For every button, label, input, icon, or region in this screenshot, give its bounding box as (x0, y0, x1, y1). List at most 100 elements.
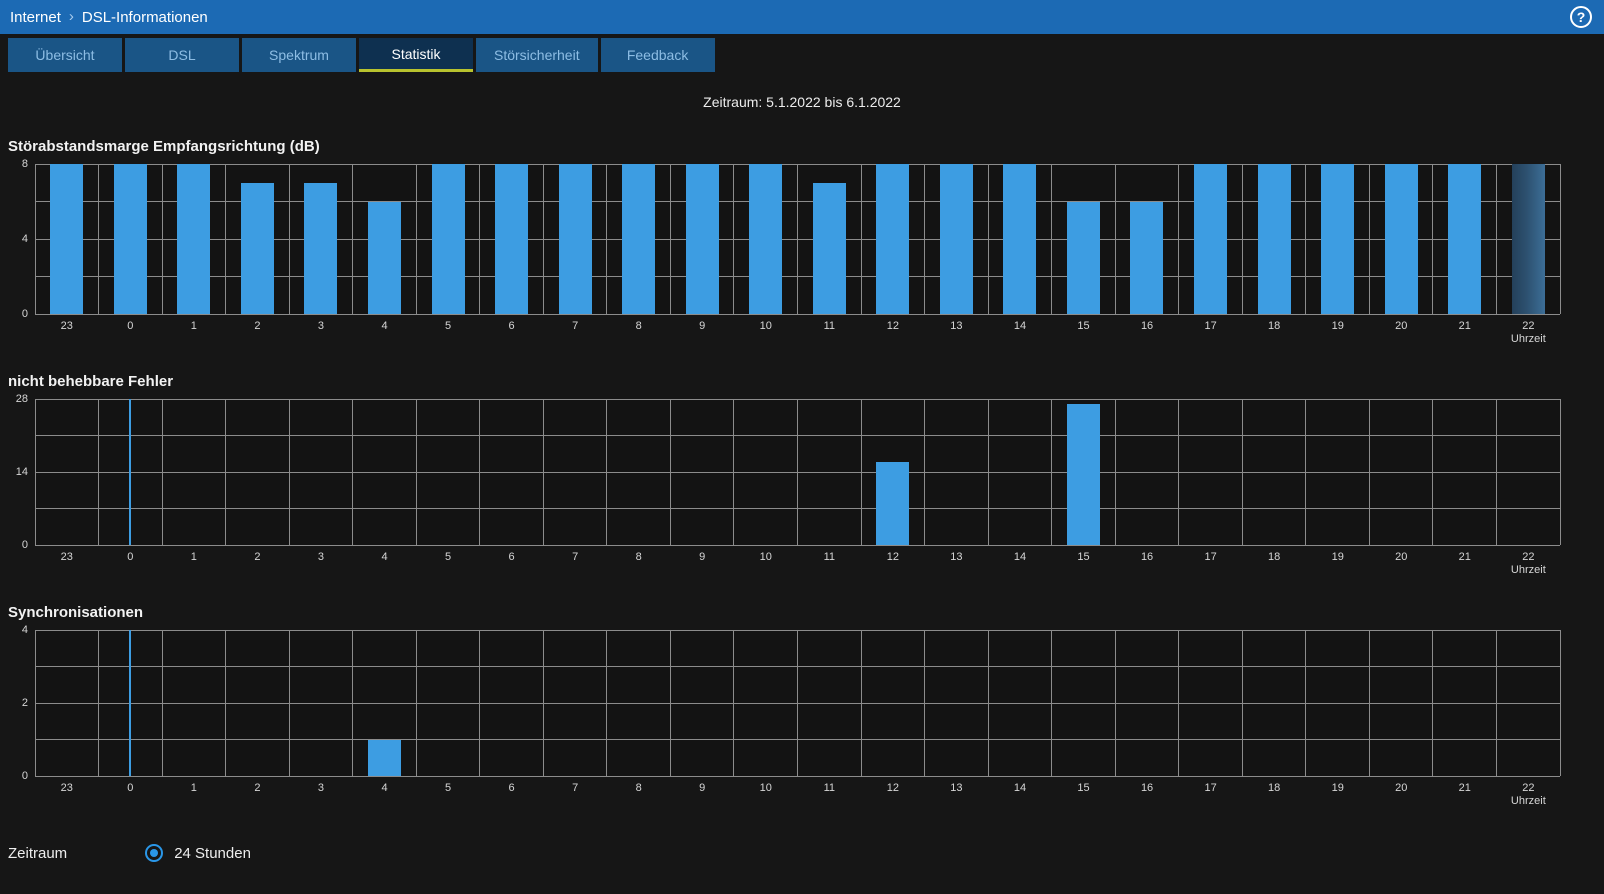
bar (876, 461, 910, 545)
x-tick-label: 14 (1013, 320, 1027, 332)
x-tick-label: 1 (190, 320, 197, 332)
x-tick-cell: 12 (861, 551, 925, 577)
x-tick-label: 16 (1140, 551, 1154, 563)
breadcrumb-section[interactable]: Internet (10, 8, 61, 26)
x-tick-label: 11 (823, 551, 836, 563)
x-axis-unit-label: Uhrzeit (1510, 564, 1546, 576)
x-tick-label: 7 (572, 782, 579, 794)
x-tick-cell: 14 (988, 320, 1052, 346)
plot-area-sync (34, 629, 1561, 777)
x-tick-cell: 13 (925, 551, 989, 577)
x-tick-label: 7 (572, 320, 579, 332)
bar (431, 164, 465, 314)
help-icon[interactable]: ? (1570, 6, 1592, 28)
x-tick-cell: 5 (416, 320, 480, 346)
x-tick-cell: 6 (480, 320, 544, 346)
x-tick-cell: 7 (543, 551, 607, 577)
x-tick-label: 11 (823, 320, 836, 332)
bar (1066, 404, 1100, 545)
gridline-vertical (1559, 399, 1561, 545)
x-tick-cell: 23 (35, 320, 99, 346)
x-tick-label: 8 (635, 551, 642, 563)
x-tick-label: 20 (1395, 320, 1408, 332)
x-tick-cell: 10 (734, 782, 798, 808)
x-tick-cell: 22 Uhrzeit (1497, 320, 1561, 346)
y-axis-fehler: 0 14 28 (0, 393, 35, 551)
tab-statistik[interactable]: Statistik (359, 38, 473, 72)
bar (367, 201, 401, 314)
x-tick-label: 21 (1458, 782, 1471, 794)
x-tick-label: 22 (1522, 320, 1535, 332)
x-tick-label: 4 (381, 782, 388, 794)
x-tick-cell: 4 (353, 320, 417, 346)
x-tick-label: 11 (823, 782, 836, 794)
gridline-horizontal (35, 666, 1560, 667)
x-tick-cell: 1 (162, 782, 226, 808)
gridline-vertical (1559, 630, 1561, 776)
gridline-horizontal (35, 163, 1560, 165)
y-tick-label: 0 (21, 539, 28, 551)
x-tick-label: 10 (759, 320, 772, 332)
x-tick-label: 6 (508, 782, 515, 794)
radio-24-stunden[interactable]: 24 Stunden (145, 844, 251, 862)
x-tick-cell: 19 (1306, 782, 1370, 808)
plot-area-snr (34, 163, 1561, 315)
tab-feedback[interactable]: Feedback (600, 38, 715, 72)
radio-icon[interactable] (145, 844, 164, 862)
x-tick-label: 23 (60, 782, 73, 794)
tab-uebersicht[interactable]: Übersicht (8, 38, 122, 72)
x-tick-cell: 12 (861, 782, 925, 808)
x-tick-label: 10 (759, 551, 772, 563)
x-tick-label: 19 (1331, 782, 1344, 794)
gridline-horizontal (35, 201, 1560, 202)
x-tick-label: 4 (381, 551, 388, 563)
x-tick-cell: 18 (1242, 320, 1306, 346)
x-tick-label: 9 (699, 551, 706, 563)
x-tick-cell: 5 (416, 782, 480, 808)
x-tick-label: 21 (1458, 320, 1471, 332)
x-tick-cell: 3 (289, 782, 353, 808)
x-tick-cell: 15 (1052, 320, 1116, 346)
x-tick-cell: 13 (925, 320, 989, 346)
resync-marker (129, 630, 132, 776)
tab-dsl[interactable]: DSL (125, 38, 239, 72)
zeitraum-label: Zeitraum (8, 844, 68, 862)
x-tick-label: 23 (60, 551, 73, 563)
bar (1448, 164, 1482, 314)
x-tick-label: 4 (381, 320, 388, 332)
x-axis-unit-label: Uhrzeit (1510, 333, 1546, 345)
bar (240, 182, 274, 314)
x-tick-cell: 23 (35, 782, 99, 808)
x-tick-label: 5 (444, 551, 452, 563)
x-tick-label: 7 (572, 551, 579, 563)
period-selector: Zeitraum 24 Stunden (0, 844, 1604, 862)
bar (367, 739, 401, 776)
x-tick-cell: 6 (480, 782, 544, 808)
x-tick-label: 12 (886, 320, 899, 332)
x-tick-label: 22 (1522, 782, 1535, 794)
gridline-horizontal (35, 739, 1560, 740)
x-tick-cell: 6 (480, 551, 544, 577)
x-tick-label: 19 (1331, 320, 1344, 332)
x-tick-cell: 15 (1052, 551, 1116, 577)
x-tick-cell: 0 (99, 551, 163, 577)
x-tick-label: 10 (759, 782, 772, 794)
bar (304, 182, 338, 314)
y-tick-label: 28 (15, 393, 28, 405)
bar (177, 164, 211, 314)
x-tick-label: 18 (1268, 551, 1281, 563)
bar (1194, 164, 1228, 314)
y-axis-sync: 0 2 4 (0, 624, 35, 782)
tab-spektrum[interactable]: Spektrum (242, 38, 356, 72)
x-tick-cell: 12 (861, 320, 925, 346)
tab-stoersicherheit[interactable]: Störsicherheit (476, 38, 598, 72)
resync-marker (129, 399, 132, 545)
x-tick-label: 1 (190, 782, 197, 794)
x-tick-cell: 17 (1179, 782, 1243, 808)
x-tick-label: 6 (508, 320, 515, 332)
tab-bar: Übersicht DSL Spektrum Statistik Störsic… (0, 34, 1604, 72)
x-tick-label: 3 (317, 782, 325, 794)
x-tick-cell: 16 (1115, 320, 1179, 346)
gridline-horizontal (35, 508, 1560, 509)
